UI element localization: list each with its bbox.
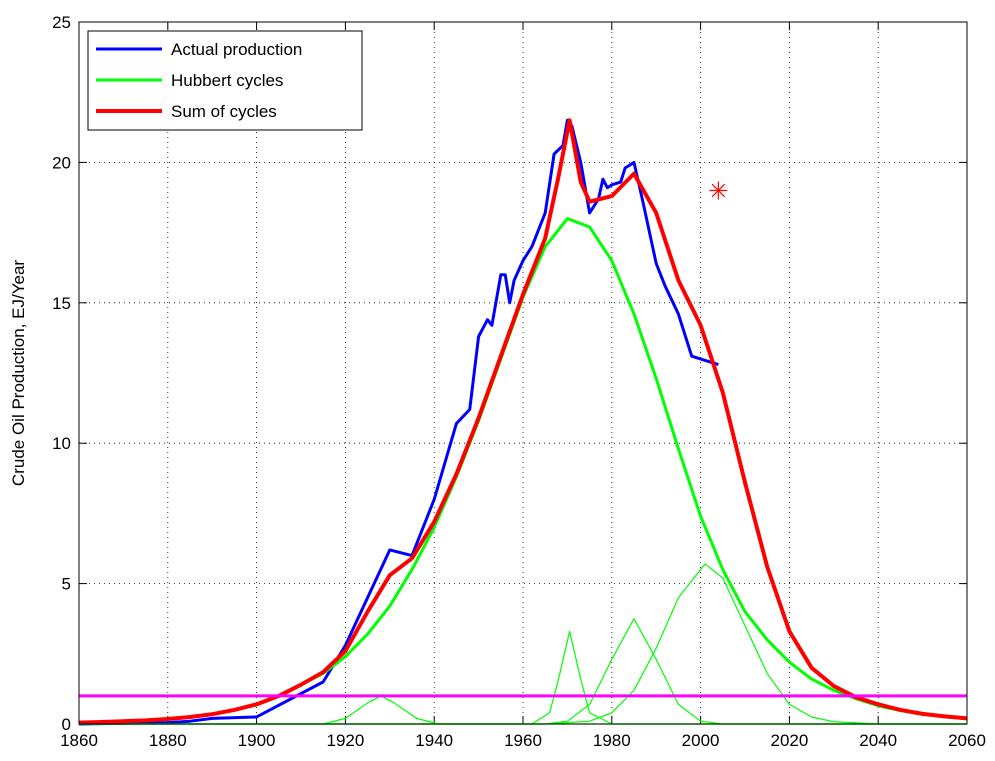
axes-box <box>78 21 968 725</box>
y-tick-label: 15 <box>52 294 71 313</box>
x-tick-label: 2000 <box>682 731 720 750</box>
series-line <box>79 563 967 725</box>
series-line <box>79 618 967 725</box>
legend-label: Actual production <box>171 40 302 59</box>
x-tick-label: 2020 <box>770 731 808 750</box>
series-line <box>79 630 967 725</box>
legend-label: Sum of cycles <box>171 102 277 121</box>
y-tick-label: 25 <box>52 13 71 32</box>
x-tick-label: 1920 <box>326 731 364 750</box>
x-tick-label: 1900 <box>238 731 276 750</box>
x-tick-label: 1860 <box>60 731 98 750</box>
series-line <box>78 118 968 725</box>
x-tick-label: 2040 <box>859 731 897 750</box>
y-tick-label: 10 <box>52 434 71 453</box>
x-tick-label: 1880 <box>149 731 187 750</box>
series-line <box>78 118 719 726</box>
x-tick-label: 1980 <box>593 731 631 750</box>
x-tick-label: 1960 <box>504 731 542 750</box>
y-tick-label: 5 <box>62 575 71 594</box>
y-axis-label: Crude Oil Production, EJ/Year <box>9 260 28 486</box>
asterisk-marker <box>709 181 728 200</box>
legend-label: Hubbert cycles <box>171 71 283 90</box>
x-tick-label: 2060 <box>948 731 986 750</box>
y-tick-label: 0 <box>62 715 71 734</box>
x-tick-label: 1940 <box>415 731 453 750</box>
plot-area: 1860 1880 1900 1920 1940 1960 1980 2000 2020 2040… <box>52 13 986 750</box>
y-tick-label: 20 <box>52 153 71 172</box>
